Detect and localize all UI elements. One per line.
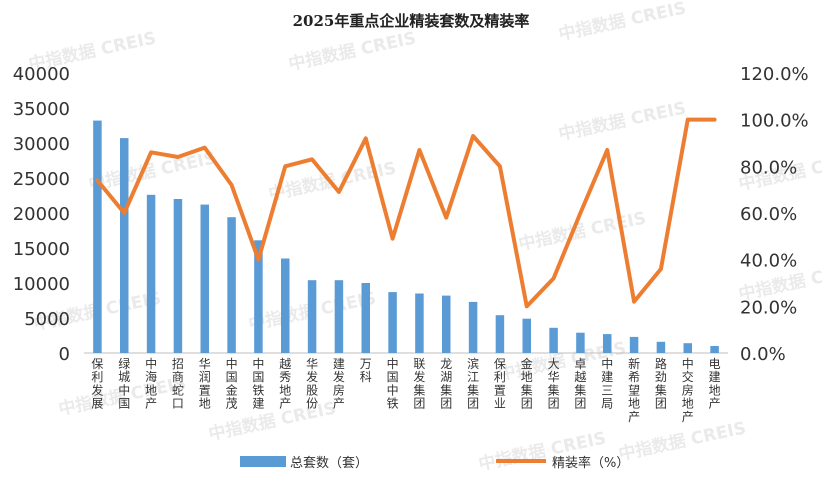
category-label: 中海地产: [145, 356, 157, 411]
left-tick-label: 35000: [13, 99, 70, 120]
bar: [227, 217, 236, 353]
category-label: 路劲集团: [655, 356, 667, 411]
category-label: 中国铁建: [252, 356, 264, 411]
bar: [415, 293, 424, 353]
category-label: 中建三局: [601, 356, 613, 411]
left-axis: 0 5000 10000 15000 20000 25000 30000 35000 40000: [13, 64, 70, 365]
left-tick-label: 10000: [13, 274, 70, 295]
category-label: 电建地产: [709, 357, 721, 411]
bar-series: [93, 120, 719, 353]
bar: [334, 280, 344, 353]
right-tick-label: 0.0%: [740, 344, 786, 365]
bar: [495, 315, 505, 353]
left-tick-label: 30000: [13, 134, 70, 155]
bar: [603, 334, 612, 353]
category-label: 联发集团: [413, 357, 425, 411]
left-tick-label: 20000: [13, 204, 70, 225]
bar: [656, 341, 666, 353]
chart-title: 2025年重点企业精装套数及精装率: [293, 12, 530, 30]
category-labels: 保利发展 绿城中国 中海地产 招商蛇口 华润置地 中国金茂 中国铁建 越秀地产 华发股份 建发房产…: [91, 356, 720, 424]
left-tick-label: 0: [59, 344, 70, 365]
category-label: 龙湖集团: [440, 357, 452, 411]
bar: [173, 199, 183, 353]
watermark-text: 中指数据 CREIS: [287, 27, 418, 75]
bar: [120, 138, 129, 353]
category-label: 招商蛇口: [172, 357, 184, 411]
left-tick-label: 15000: [13, 239, 70, 260]
category-label: 保利发展: [91, 357, 103, 411]
legend-bar-label: 总套数（套）: [290, 455, 368, 471]
bar: [683, 343, 692, 353]
right-tick-label: 100.0%: [740, 111, 809, 132]
bar: [281, 258, 290, 353]
bar: [200, 204, 209, 353]
left-tick-label: 5000: [24, 309, 70, 330]
legend: 总套数（套） 精装率（%）: [240, 455, 629, 471]
bar: [710, 346, 719, 353]
watermark-text: 中指数据 CREIS: [557, 97, 688, 145]
left-tick-label: 40000: [13, 64, 70, 85]
legend-bar-swatch: [240, 456, 286, 467]
bar: [361, 283, 370, 353]
right-tick-label: 40.0%: [740, 251, 797, 272]
category-label: 新希望地产: [628, 356, 640, 424]
category-label: 大华集团: [548, 357, 560, 411]
right-tick-label: 60.0%: [740, 204, 797, 225]
category-label: 中国中铁: [387, 356, 399, 411]
right-tick-label: 20.0%: [740, 297, 797, 318]
bar: [254, 240, 263, 353]
bar: [522, 318, 531, 353]
category-label: 万科: [360, 357, 372, 384]
category-label: 卓越集团: [574, 357, 586, 411]
right-tick-label: 80.0%: [740, 157, 797, 178]
category-label: 金地集团: [521, 356, 533, 411]
bar: [442, 295, 451, 353]
category-label: 越秀地产: [279, 357, 291, 411]
category-label: 中交房地产: [682, 356, 694, 424]
bar: [576, 332, 585, 353]
bar: [388, 292, 397, 353]
left-tick-label: 25000: [13, 169, 70, 190]
category-label: 保利置业: [494, 357, 506, 411]
bar: [307, 280, 317, 353]
category-label: 华发股份: [306, 357, 318, 411]
category-label: 绿城中国: [118, 356, 130, 411]
watermark-text: 中指数据 CREIS: [617, 417, 748, 465]
bar: [468, 301, 478, 353]
bar: [629, 336, 639, 353]
category-label: 建发房产: [333, 357, 345, 411]
watermark-text: 中指数据 CREIS: [557, 0, 688, 45]
category-label: 滨江集团: [467, 356, 479, 411]
watermark-text: 中指数据 CREIS: [517, 207, 648, 255]
right-axis: 0.0% 20.0% 40.0% 60.0% 80.0% 100.0% 120.0%: [740, 64, 809, 365]
bar: [93, 120, 102, 353]
right-tick-label: 120.0%: [740, 64, 809, 85]
bar: [549, 327, 558, 353]
category-label: 华润置地: [199, 357, 211, 411]
rate-line: [95, 117, 717, 309]
legend-line-label: 精装率（%）: [552, 455, 629, 471]
category-label: 中国金茂: [226, 356, 238, 411]
bar: [146, 194, 156, 353]
